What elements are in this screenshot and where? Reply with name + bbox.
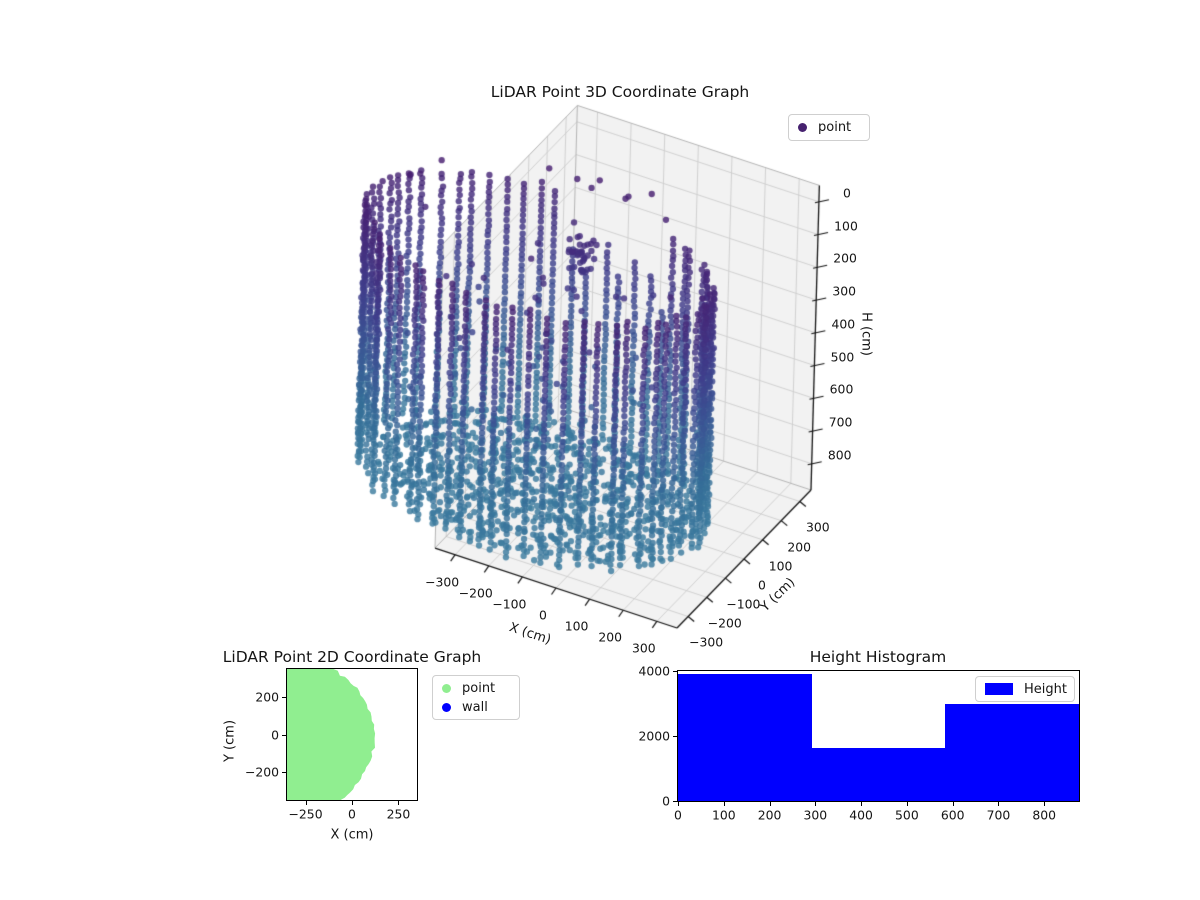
plot3d-ytick-label: 0 [758,577,766,593]
tick-mark [282,771,286,773]
plot3d-ytick-label: 300 [805,519,830,535]
tick-mark [998,802,1000,806]
plot3d-xtick-label: −100 [492,596,527,612]
legend-item-wall: wall [442,699,509,716]
tick-mark [282,734,286,736]
histogram-legend: Height [975,676,1075,702]
plot3d-ztick-label: 300 [832,283,857,299]
plot3d-zaxis-label: H (cm) [858,312,874,356]
plot3d-ytick-label: 200 [787,539,812,555]
histogram-xtick-label: 400 [849,807,873,823]
plot2d-ytick-label: 200 [255,689,279,705]
point-region [287,669,376,800]
height-swatch-icon [985,683,1013,695]
plot2d-title: LiDAR Point 2D Coordinate Graph [222,648,482,666]
tick-mark [952,802,954,806]
plot3d-xtick-label: 300 [632,640,656,656]
histogram-xtick-label: 0 [674,807,682,823]
histogram-xtick-label: 300 [803,807,828,823]
tick-mark [678,802,679,806]
legend-label: point [818,120,852,135]
tick-mark [673,736,677,737]
tick-mark [723,802,725,806]
histogram-xtick-label: 200 [757,807,782,823]
histogram-bars [678,671,1079,801]
point-marker-icon [798,123,807,132]
histogram-bar [811,748,946,801]
histogram-ytick-label: 0 [662,793,670,809]
histogram-title: Height Histogram [809,648,947,666]
plot2d-xtick-label: 0 [348,806,356,822]
plot3d-ztick-label: 600 [829,381,854,397]
tick-mark [282,697,286,699]
histogram-xtick-label: 600 [940,807,965,823]
plot3d-ytick-label: −200 [707,615,742,631]
plot3d-ztick-label: 800 [827,447,852,463]
plot3d-xtick-label: 0 [539,607,547,623]
plot3d-ztick-label: 200 [833,250,857,266]
legend-item-point3d: point [798,119,859,136]
plot3d-ztick-label: 0 [842,185,851,201]
plot2d-legend: point wall [432,675,520,720]
plot3d-ztick-label: 400 [831,316,856,332]
plot3d-ztick-label: 100 [834,218,858,234]
plot2d-xtick-label: −250 [288,806,323,822]
plot3d-xtick-label: −200 [458,585,493,601]
plot3d-ztick-label: 700 [828,414,853,430]
tick-mark [673,671,677,672]
plot3d-xtick-label: 200 [598,629,623,645]
tick-mark [861,802,863,806]
plot2d-xaxis-label: X (cm) [330,827,374,843]
histogram-xtick-label: 500 [895,807,919,823]
histogram-ytick-label: 4000 [638,663,670,679]
plot3d-ytick-label: −300 [689,634,724,650]
histogram-bar [678,674,812,801]
point-marker-icon [442,683,451,693]
plot3d-ztick-label: 500 [830,349,855,365]
histogram-xtick-label: 100 [711,807,736,823]
tick-mark [906,802,908,806]
legend-label: wall [462,699,488,715]
tick-mark [1044,802,1046,806]
plot3d-ytick-label: −100 [726,596,761,612]
tick-mark [815,802,817,806]
plot2d-xtick-label: 250 [386,806,411,822]
tick-mark [398,801,400,805]
histogram-xtick-label: 800 [1032,807,1057,823]
tick-mark [352,801,353,805]
histogram-bar [945,703,1079,801]
plot2d-axes [286,668,418,801]
legend-label: point [462,680,496,696]
tick-mark [305,801,307,805]
plot3d-ytick-label: 100 [768,558,793,574]
wall-marker-icon [442,702,451,712]
plot3d-xtick-label: 100 [564,618,589,634]
plot3d-legend: point [788,114,870,141]
plot3d-title: LiDAR Point 3D Coordinate Graph [490,83,750,101]
histogram-xtick-label: 700 [986,807,1011,823]
histogram-ytick-label: 2000 [638,728,670,744]
tick-mark [673,801,677,802]
legend-label: Height [1024,681,1067,697]
plot2d-region-svg [287,669,376,800]
legend-item-height: Height [985,681,1067,698]
tick-mark [769,802,771,806]
plot3d-xtick-label: −300 [425,574,460,590]
plot2d-yaxis-label: Y (cm) [222,719,238,763]
legend-item-point: point [442,680,509,697]
plot2d-ytick-label: −200 [244,764,279,780]
plot2d-ytick-label: 0 [271,727,279,742]
